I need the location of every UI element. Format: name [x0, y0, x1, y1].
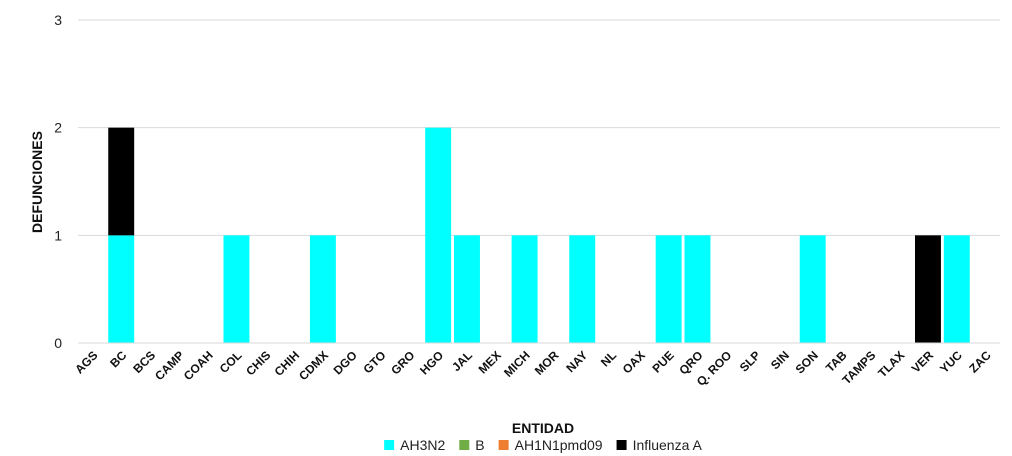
x-tick-label: AGS — [72, 348, 100, 376]
legend-swatch — [384, 440, 395, 450]
bar-ah3n2 — [943, 235, 970, 343]
x-tick-label: MEX — [476, 348, 504, 376]
legend-label: B — [475, 437, 484, 453]
bar-ah3n2 — [684, 235, 711, 343]
legend-label: AH3N2 — [400, 437, 445, 453]
bar-ah3n2 — [454, 235, 480, 343]
x-tick-label: COAH — [181, 348, 216, 383]
x-tick-label: VER — [909, 348, 937, 376]
x-tick-label: ZAC — [966, 348, 994, 376]
bar-ah3n2 — [511, 235, 538, 343]
y-tick-label: 3 — [54, 12, 62, 28]
bar-ah3n2 — [569, 235, 596, 343]
x-tick-label: HGO — [417, 348, 446, 377]
x-tick-label: COL — [217, 348, 245, 376]
legend: AH3N2 B AH1N1pmd09 Influenza A — [384, 437, 703, 453]
x-tick-label: CAMP — [152, 348, 187, 383]
x-tick-label: NL — [598, 348, 619, 369]
x-tick-label: TLAX — [875, 348, 907, 380]
x-tick-label: OAX — [620, 348, 648, 376]
gridlines — [78, 19, 1000, 236]
bar-ah3n2 — [223, 235, 250, 343]
bar-ah3n2 — [799, 235, 826, 343]
legend-label: AH1N1pmd09 — [515, 437, 603, 453]
x-axis-title: ENTIDAD — [512, 420, 574, 436]
x-tick-label: NAY — [563, 348, 590, 375]
x-tick-label: BC — [107, 348, 129, 370]
bar-ah3n2 — [425, 127, 452, 344]
legend-swatch — [616, 440, 627, 450]
x-tick-label: DGO — [331, 348, 360, 377]
legend-swatch — [498, 440, 509, 450]
bar-ah3n2 — [655, 235, 682, 343]
x-tick-label: CHIS — [243, 348, 273, 378]
x-tick-label: SON — [793, 348, 821, 376]
bar-influenza-a — [108, 127, 135, 236]
legend-swatch — [459, 440, 470, 450]
x-tick-label: SIN — [768, 348, 792, 372]
y-tick-label: 0 — [54, 335, 62, 351]
x-tick-label: GTO — [361, 348, 389, 376]
bar-ah3n2 — [108, 235, 135, 343]
y-axis-ticks: 0 1 2 3 — [54, 12, 62, 351]
x-tick-label: PUE — [649, 348, 676, 375]
x-tick-label: MICH — [501, 348, 533, 380]
x-tick-label: MOR — [532, 348, 562, 378]
y-axis-title: DEFUNCIONES — [29, 131, 45, 233]
bar-influenza-a — [915, 235, 941, 343]
legend-label: Influenza A — [633, 437, 703, 453]
x-tick-label: GRO — [388, 348, 417, 377]
x-tick-label: SLP — [737, 348, 763, 374]
y-tick-label: 2 — [54, 120, 62, 136]
y-tick-label: 1 — [54, 227, 62, 243]
bar-ah3n2 — [309, 235, 336, 343]
x-tick-label: JAL — [449, 348, 475, 374]
x-tick-label: YUC — [937, 348, 965, 376]
x-tick-label: CDMX — [296, 348, 331, 383]
bars — [108, 127, 970, 344]
